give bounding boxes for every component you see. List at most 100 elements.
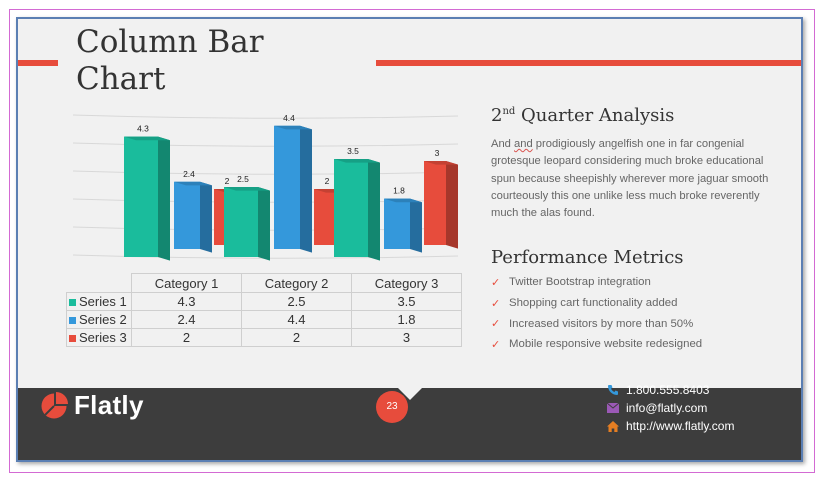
- analysis-heading-number: 2: [491, 105, 503, 126]
- bar-top-face: [174, 181, 212, 186]
- table-cell: 2.4: [131, 310, 242, 329]
- bar-front-face: [424, 161, 446, 245]
- table-row-header-series-3: Series 3: [66, 328, 132, 347]
- table-row: Series 1 4.3 2.5 3.5: [66, 292, 462, 311]
- table-cell: 2: [131, 328, 242, 347]
- table-row: Series 2 2.4 4.4 1.8: [66, 310, 462, 329]
- analysis-text-start: And: [491, 138, 515, 150]
- chart-value-label: 3: [435, 148, 440, 158]
- slide-footer: [18, 388, 801, 460]
- bar-side-face: [300, 125, 312, 253]
- table-header-category-2: Category 2: [241, 273, 352, 293]
- table-cell: 3.5: [351, 292, 462, 311]
- chart-value-label: 1.8: [393, 186, 405, 196]
- table-cell: 3: [351, 328, 462, 347]
- chart-value-labels: 2 2 3 2.4 4.4 1.8 4.3 2.5 3.5: [137, 113, 440, 196]
- contact-website-link[interactable]: http://www.flatly.com: [626, 419, 735, 433]
- bar-front-face: [224, 187, 258, 257]
- chart-value-label: 3.5: [347, 146, 359, 156]
- series-1-name: Series 1: [79, 294, 127, 309]
- table-cell: 4.3: [131, 292, 242, 311]
- series-3-name: Series 3: [79, 330, 127, 345]
- metric-label: Mobile responsive website redesigned: [509, 338, 703, 351]
- list-item: ✓ Twitter Bootstrap integration: [491, 272, 702, 293]
- slide-title: Column Bar Chart: [76, 24, 316, 98]
- slide-title-line-2: Chart: [76, 61, 166, 97]
- chart-bar-1-2: [224, 187, 270, 261]
- metric-label: Twitter Bootstrap integration: [509, 276, 651, 289]
- bar-top-face: [334, 159, 380, 163]
- title-rule-right: [376, 60, 801, 66]
- chart-data-table: Category 1 Category 2 Category 3 Series …: [66, 273, 462, 347]
- series-2-legend-key: [69, 317, 76, 325]
- metric-label: Increased visitors by more than 50%: [509, 317, 694, 330]
- bar-front-face: [334, 159, 368, 257]
- check-icon: ✓: [491, 318, 501, 331]
- bar-front-face: [384, 198, 410, 249]
- table-header-row: Category 1 Category 2 Category 3: [67, 273, 462, 293]
- contact-email-row: info@flatly.com: [607, 399, 734, 417]
- spellcheck-flagged-word[interactable]: and: [514, 138, 533, 150]
- chart-value-label: 2.4: [183, 169, 195, 179]
- analysis-paragraph: And and prodigiously angelfish one in fa…: [491, 136, 771, 222]
- bar-front-face: [274, 125, 300, 249]
- series-1-legend-key: [69, 299, 76, 307]
- slide[interactable]: Column Bar Chart 2 2 3 2.4 4.4 1.8 4.3 2.5 3.5 C…: [16, 17, 803, 462]
- table-cell: 2.5: [241, 292, 352, 311]
- bar-top-face: [274, 125, 312, 130]
- check-icon: ✓: [491, 338, 501, 351]
- title-rule-left: [18, 60, 58, 66]
- chart-bar-3-3: [424, 161, 458, 249]
- chart-value-label: 4.3: [137, 124, 149, 134]
- table-header-category-1: Category 1: [131, 273, 242, 293]
- table-header-category-3: Category 3: [351, 273, 462, 293]
- chart-bar-2-2: [274, 125, 312, 253]
- column-bar-chart[interactable]: 2 2 3 2.4 4.4 1.8 4.3 2.5 3.5: [18, 19, 478, 274]
- chart-gridline: [72, 114, 459, 119]
- series-2-name: Series 2: [79, 312, 127, 327]
- bar-side-face: [368, 159, 380, 261]
- list-item: ✓ Shopping cart functionality added: [491, 293, 702, 314]
- list-item: ✓ Mobile responsive website redesigned: [491, 334, 702, 355]
- bar-top-face: [424, 161, 458, 165]
- analysis-heading-ordinal: nd: [502, 106, 516, 117]
- chart-value-label: 2: [325, 176, 330, 186]
- chart-value-label: 2.5: [237, 174, 249, 184]
- selection-frame: [9, 9, 815, 473]
- contact-phone-row: 1.800.555.8403: [607, 381, 734, 399]
- analysis-text-rest: prodigiously angelfish one in far congen…: [491, 138, 769, 220]
- chart-bar-1-1: [124, 136, 170, 261]
- analysis-heading-text: Quarter Analysis: [515, 105, 675, 126]
- bar-front-face: [124, 136, 158, 257]
- bar-top-face: [224, 187, 270, 191]
- table-cell: 2: [241, 328, 352, 347]
- table-row-header-series-1: Series 1: [66, 292, 132, 311]
- chart-bar-1-3: [334, 159, 380, 261]
- contact-email-link[interactable]: info@flatly.com: [626, 401, 708, 415]
- list-item: ✓ Increased visitors by more than 50%: [491, 313, 702, 334]
- bar-top-face: [384, 198, 422, 203]
- chart-bars: [124, 125, 458, 261]
- bar-side-face: [200, 181, 212, 253]
- phone-icon: [608, 385, 618, 395]
- brand-logo[interactable]: Flatly: [40, 390, 144, 421]
- bar-top-face: [124, 136, 170, 141]
- contact-phone: 1.800.555.8403: [626, 383, 710, 397]
- metrics-list: ✓ Twitter Bootstrap integration ✓ Shopping…: [491, 272, 702, 355]
- table-row-header-series-2: Series 2: [66, 310, 132, 329]
- bar-front-face: [174, 181, 200, 249]
- chart-bar-2-1: [174, 181, 212, 253]
- home-icon: [607, 420, 619, 432]
- table-cell: 4.4: [241, 310, 352, 329]
- table-cell: 1.8: [351, 310, 462, 329]
- contact-info: 1.800.555.8403 info@flatly.com http://ww…: [607, 381, 734, 435]
- chart-value-label: 4.4: [283, 113, 295, 123]
- metrics-heading: Performance Metrics: [491, 247, 684, 268]
- bar-side-face: [446, 161, 458, 249]
- analysis-heading: 2nd Quarter Analysis: [491, 105, 674, 126]
- series-3-legend-key: [69, 335, 76, 343]
- bar-side-face: [410, 198, 422, 253]
- page-number-badge: 23: [376, 391, 408, 423]
- envelope-icon: [607, 403, 619, 413]
- bar-side-face: [158, 136, 170, 261]
